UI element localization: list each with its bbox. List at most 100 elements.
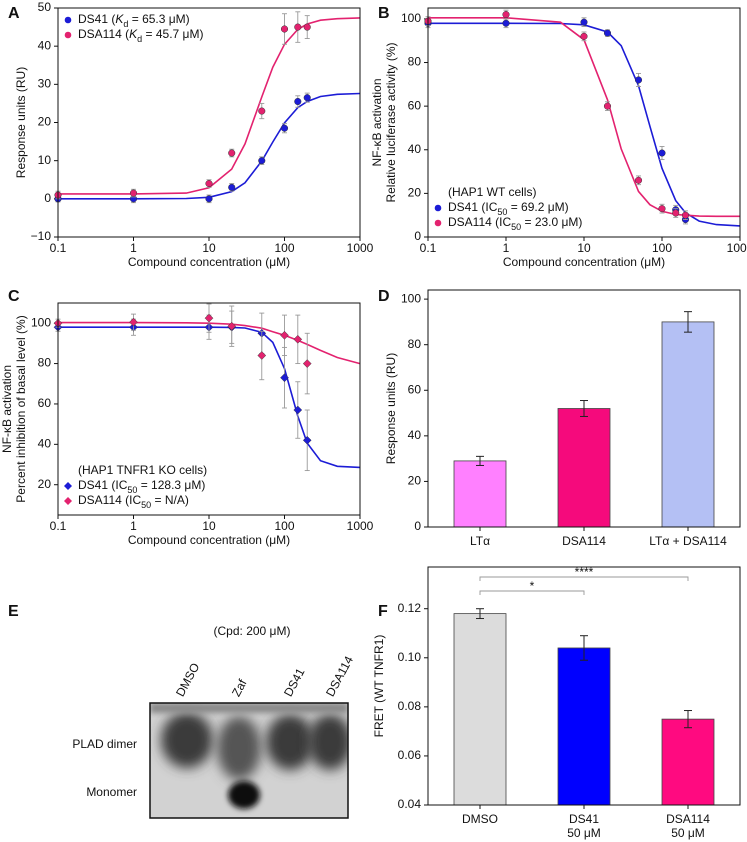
x-tick-label: DMSO <box>462 812 498 826</box>
y-tick-label: 0 <box>44 191 51 205</box>
x-tick-label: 10 <box>577 241 591 255</box>
legend-label: DS41 (IC50 = 128.3 μM) <box>78 478 205 495</box>
fit-curve <box>58 92 361 200</box>
error-bar <box>476 608 484 620</box>
bar <box>453 460 507 528</box>
fit-curve <box>58 326 361 469</box>
point <box>280 330 289 340</box>
lane-label: Zaf <box>229 676 250 698</box>
bar <box>661 321 715 528</box>
band-label: PLAD dimer <box>72 737 137 751</box>
error-bar <box>580 400 588 417</box>
x-axis-label: Compound concentration (μM) <box>503 255 665 269</box>
point <box>303 23 311 31</box>
x-tick-label: 100 <box>652 241 672 255</box>
y-tick-label: 80 <box>408 337 422 351</box>
point <box>634 76 643 84</box>
lane-label: DS41 <box>281 666 308 699</box>
x-axis-label: Compound concentration (μM) <box>128 255 290 269</box>
point <box>228 183 236 191</box>
gel-frame <box>149 702 349 819</box>
y-axis-label: FRET (WT TNFR1) <box>372 635 386 738</box>
point <box>258 157 266 165</box>
plot-frame <box>427 289 741 528</box>
y-axis-label: NF-κB activation <box>370 78 384 166</box>
y-tick-label: −10 <box>31 229 52 243</box>
legend-title: (HAP1 WT cells) <box>448 185 536 199</box>
x-tick-sublabel: 50 μM <box>567 826 601 840</box>
x-tick-label: 10 <box>202 241 216 255</box>
band-label: Monomer <box>86 785 137 799</box>
fit-curve <box>428 22 741 227</box>
x-tick-label: LTα + DSA114 <box>649 534 727 548</box>
x-tick-label: 0.1 <box>50 241 67 255</box>
y-axis-label: Relative luciferase activity (%) <box>384 42 398 202</box>
point <box>294 23 302 31</box>
fit-curve <box>428 17 740 218</box>
error-bar <box>580 635 588 661</box>
fit-curve <box>58 17 361 195</box>
point <box>257 351 267 360</box>
legend-label: DSA114 (IC50 = N/A) <box>78 493 189 510</box>
y-axis-label: Percent inhibition of basal level (%) <box>14 315 28 502</box>
x-tick-label: DSA114 <box>666 812 710 826</box>
lane-label: DMSO <box>173 661 202 699</box>
point <box>634 176 643 184</box>
gel-image <box>150 703 348 818</box>
point <box>227 321 237 331</box>
significance-bracket <box>479 590 585 595</box>
y-tick-label: 80 <box>408 55 422 69</box>
point <box>280 25 289 33</box>
x-tick-label: 1 <box>503 241 510 255</box>
y-axis-label: Response units (RU) <box>14 67 28 178</box>
x-tick-label: 1000 <box>347 519 374 533</box>
significance-label: * <box>530 579 535 593</box>
panel-label: F <box>378 603 388 620</box>
y-tick-label: 0 <box>414 229 421 243</box>
y-axis-label: Response units (RU) <box>384 353 398 464</box>
panel-label: D <box>378 288 390 305</box>
legend-label: DSA114 (IC50 = 23.0 μM) <box>448 215 582 232</box>
error-bar <box>684 311 692 333</box>
y-tick-label: 100 <box>401 11 421 25</box>
x-tick-label: DS41 <box>569 812 599 826</box>
y-tick-label: 0.08 <box>398 699 422 713</box>
y-tick-label: 20 <box>408 186 422 200</box>
y-tick-label: 20 <box>38 115 52 129</box>
x-tick-label: 1000 <box>727 241 747 255</box>
y-tick-label: 50 <box>38 0 52 14</box>
point <box>580 18 588 26</box>
y-tick-label: 80 <box>38 356 52 370</box>
legend-marker <box>434 204 442 212</box>
point <box>129 189 138 197</box>
point <box>280 124 289 132</box>
y-tick-label: 40 <box>408 428 422 442</box>
x-tick-label: DSA114 <box>562 534 606 548</box>
bar <box>557 408 611 528</box>
point <box>258 107 266 115</box>
point <box>204 313 214 323</box>
x-tick-label: 1 <box>130 519 137 533</box>
plot-frame <box>427 566 741 806</box>
gel-title: (Cpd: 200 μM) <box>214 624 291 638</box>
point <box>280 373 289 383</box>
y-tick-label: 0.04 <box>398 797 422 811</box>
point <box>293 405 303 415</box>
y-tick-label: 100 <box>31 315 51 329</box>
point <box>205 180 213 188</box>
y-tick-label: 0.06 <box>398 748 422 762</box>
fit-curve <box>58 321 361 365</box>
y-tick-label: 0.12 <box>398 601 422 615</box>
panel-label: C <box>8 288 20 305</box>
x-tick-label: 100 <box>274 519 294 533</box>
x-tick-sublabel: 50 μM <box>671 826 705 840</box>
y-tick-label: 30 <box>38 77 52 91</box>
point <box>580 32 588 40</box>
y-tick-label: 40 <box>408 142 422 156</box>
point <box>603 29 612 37</box>
legend-label: DSA114 (Kd = 45.7 μM) <box>78 27 203 44</box>
significance-bracket <box>479 576 689 581</box>
y-tick-label: 100 <box>401 291 421 305</box>
y-tick-label: 20 <box>408 474 422 488</box>
